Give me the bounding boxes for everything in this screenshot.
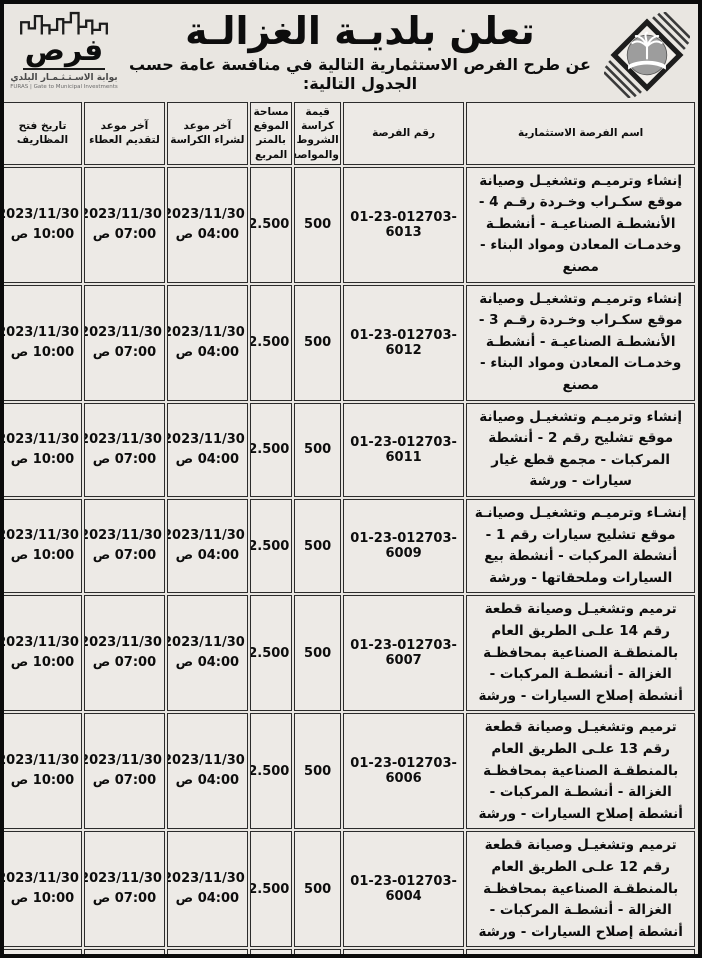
site-area: 2.500 (249, 166, 293, 283)
city-skyline-icon (8, 10, 120, 36)
booklet-value: 500 (294, 595, 341, 712)
table-row: ترميم وتشغيـل وصيانة قطعة رقم 13 علـى ال… (4, 713, 695, 830)
site-area: 2.500 (249, 595, 293, 712)
site-area: 2.500 (249, 831, 293, 948)
col-header-opportunity-name: اسم الفرصة الاستثمارية (466, 102, 695, 165)
col-header-buy-deadline: آخر موعد لشراء الكراسة (166, 102, 248, 165)
ad-subtitle: عن طرح الفرص الاستثمارية التالية في مناف… (129, 54, 591, 93)
table-body: إنشاء وترميـم وتشغيـل وصيانة موقع سكـراب… (4, 166, 695, 954)
opportunity-name: ترميم وتشغيـل وصيانة قطعة رقم 11 علـى ال… (466, 949, 695, 954)
table-row: إنشـاء وترميـم وتشغيـل وصيانـة موقع تشلي… (4, 499, 695, 594)
opportunity-name: ترميم وتشغيـل وصيانة قطعة رقم 12 علـى ال… (466, 831, 695, 948)
opportunity-name: ترميم وتشغيـل وصيانة قطعة رقم 13 علـى ال… (466, 713, 695, 830)
table-row: ترميم وتشغيـل وصيانة قطعة رقم 14 علـى ال… (4, 595, 695, 712)
opportunity-number: 01-23-012703-6011 (342, 402, 465, 497)
table-header-row: اسم الفرصة الاستثمارية رقم الفرصة قيمة ك… (4, 102, 695, 165)
opportunity-name: إنشاء وترميـم وتشغيـل وصيانة موقع سكـراب… (466, 284, 695, 401)
site-area: 2.500 (249, 499, 293, 594)
table-row: ترميم وتشغيـل وصيانة قطعة رقم 12 علـى ال… (4, 831, 695, 948)
table-row: إنشاء وترميـم وتشغيـل وصيانة موقع سكـراب… (4, 284, 695, 401)
site-area: 2.500 (249, 402, 293, 497)
opportunity-name: إنشاء وترميـم وتشغيـل وصيانة موقع سكـراب… (466, 166, 695, 283)
opportunity-number: 01-23-012703-6012 (342, 284, 465, 401)
booklet-value: 500 (294, 949, 341, 954)
opportunity-number: 01-23-012703-6013 (342, 166, 465, 283)
col-header-site-area: مساحة الموقع بالمتر المربع (249, 102, 293, 165)
furas-logo: فرص بوابة الاسـتـثـمـار البلدي FURAS | G… (8, 8, 120, 90)
col-header-bid-deadline: آخر موعد لتقديم العطاء (83, 102, 165, 165)
booklet-value: 500 (294, 284, 341, 401)
table-row: إنشاء وترميـم وتشغيـل وصيانة موقع سكـراب… (4, 166, 695, 283)
opportunity-number: 01-23-012703-6002 (342, 949, 465, 954)
furas-tagline-en: FURAS | Gate to Municipal Investments (10, 84, 118, 90)
ad-header: تعلن بلديـة الغزالـة عن طرح الفرص الاستث… (4, 4, 698, 98)
site-area: 2.500 (249, 713, 293, 830)
booklet-value: 500 (294, 831, 341, 948)
col-header-booklet-value: قيمة كراسة الشروط والمواصفات (294, 102, 341, 165)
col-header-opportunity-number: رقم الفرصة (342, 102, 465, 165)
opportunity-number: 01-23-012703-6007 (342, 595, 465, 712)
momra-emblem-icon (604, 12, 690, 98)
col-header-envelope-opening: تاريخ فتح المظاريف (4, 102, 82, 165)
opportunity-name: ترميم وتشغيـل وصيانة قطعة رقم 14 علـى ال… (466, 595, 695, 712)
site-area: 2.500 (249, 949, 293, 954)
opportunities-table: اسم الفرصة الاستثمارية رقم الفرصة قيمة ك… (4, 100, 697, 954)
booklet-value: 500 (294, 499, 341, 594)
booklet-value: 500 (294, 166, 341, 283)
ad-title: تعلن بلديـة الغزالـة (185, 9, 535, 53)
opportunity-number: 01-23-012703-6004 (342, 831, 465, 948)
furas-wordmark: فرص (22, 33, 106, 70)
table-row: إنشاء وترميـم وتشغيـل وصيانة موقع تشليح … (4, 402, 695, 497)
furas-tagline-ar: بوابة الاسـتـثـمـار البلدي (10, 73, 118, 83)
table-row: ترميم وتشغيـل وصيانة قطعة رقم 11 علـى ال… (4, 949, 695, 954)
opportunity-number: 01-23-012703-6006 (342, 713, 465, 830)
opportunity-name: إنشـاء وترميـم وتشغيـل وصيانـة موقع تشلي… (466, 499, 695, 594)
opportunity-number: 01-23-012703-6009 (342, 499, 465, 594)
booklet-value: 500 (294, 713, 341, 830)
booklet-value: 500 (294, 402, 341, 497)
momra-emblem (600, 8, 694, 98)
site-area: 2.500 (249, 284, 293, 401)
title-block: تعلن بلديـة الغزالـة عن طرح الفرص الاستث… (120, 8, 600, 93)
opportunity-name: إنشاء وترميـم وتشغيـل وصيانة موقع تشليح … (466, 402, 695, 497)
